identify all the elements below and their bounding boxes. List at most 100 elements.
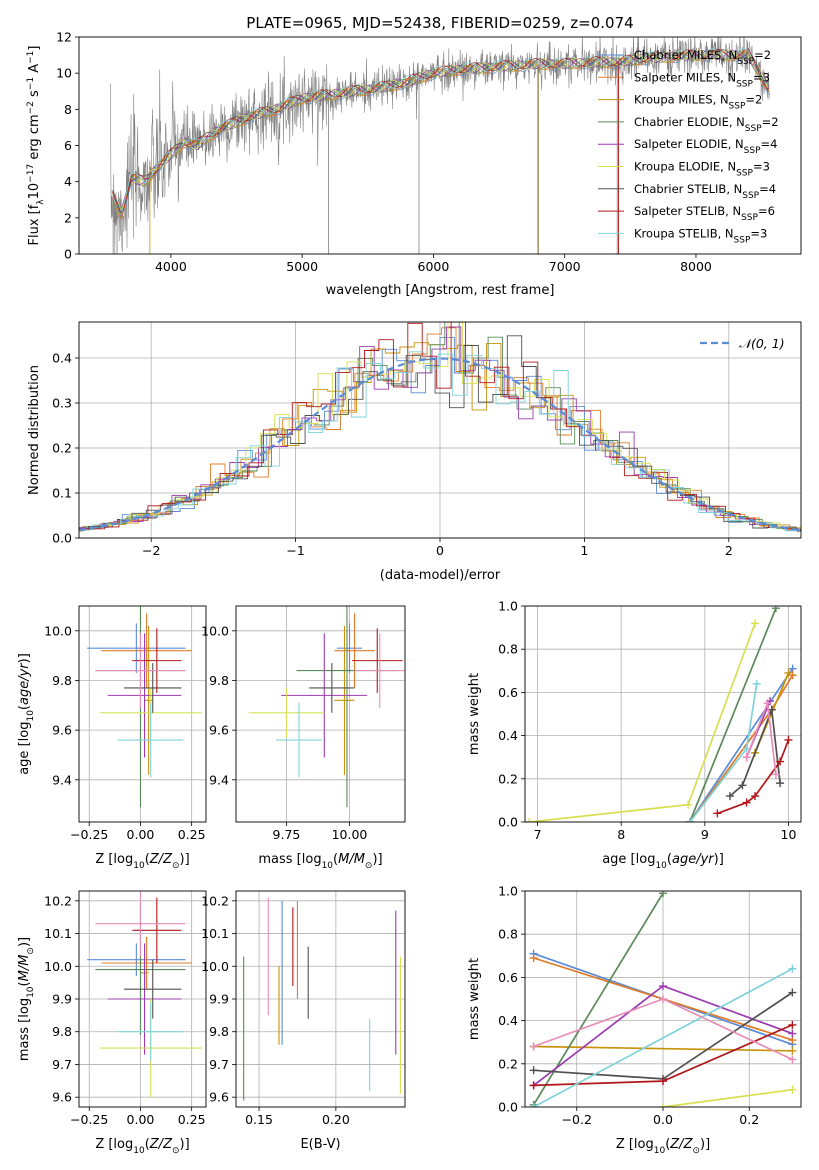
series-point-pink (742, 753, 751, 762)
y-axis-label: mass weight (467, 673, 482, 755)
series-point-pink (659, 995, 667, 1003)
label-part: )] (17, 653, 32, 663)
y-tick-label: 10.0 (44, 623, 72, 638)
age-vs-metallicity-chart: −0.25 0.00 0.259.49.69.810.0Z [log10(Z/Z⊙)… (17, 605, 207, 871)
label-part: )] (180, 1137, 190, 1152)
series-line-kroupa_miles (533, 1045, 793, 1052)
label-part: ⊙ (26, 947, 36, 955)
x-tick-label: −0.25 (70, 1112, 108, 1127)
plot-area (87, 606, 202, 808)
y-axis-label: mass [log10(M/M⊙)] (17, 937, 36, 1061)
label-part: Chabrier ELODIE, N (634, 115, 745, 129)
residual-histogram-chabrier_elodie (79, 322, 801, 532)
x-tick-label: 8 (617, 827, 625, 842)
label-part: erg cm (27, 114, 42, 163)
legend-entry: Kroupa ELODIE, NSSP=3 (634, 160, 770, 179)
label-part: age [log (17, 722, 32, 775)
y-tick-label: 9.8 (209, 1024, 229, 1039)
y-tick-label: 9.8 (52, 1024, 72, 1039)
label-part: ( (667, 852, 672, 867)
label-part: ( (17, 981, 32, 986)
label-part: =3 (753, 70, 770, 84)
y-tick-label: 0.4 (498, 728, 518, 743)
label-part: 10 (27, 183, 42, 200)
chart-title: PLATE=0965, MJD=52438, FIBERID=0259, z=0… (246, 14, 633, 32)
x-axis-label: Z [log10(Z/Z⊙)] (95, 852, 189, 871)
model-spectrum-kroupa_stelib (111, 48, 770, 216)
y-tick-label: 10.2 (44, 893, 72, 908)
x-axis-label: Z [log10(Z/Z⊙)] (95, 1137, 189, 1156)
y-tick-label: 10.1 (201, 926, 229, 941)
x-tick-label: 0.25 (178, 1112, 206, 1127)
label-part: mass [log (258, 852, 321, 867)
y-tick-label: 9.4 (52, 772, 72, 787)
label-part: Flux [f (27, 204, 42, 245)
residual-histogram-kroupa_stelib (79, 351, 801, 532)
x-tick-label: 0.2 (739, 1112, 759, 1127)
series-point-salpeter_miles (788, 671, 797, 680)
label-part: =3 (750, 226, 767, 240)
x-tick-label: 0.25 (178, 827, 206, 842)
label-part: ⊙ (692, 1146, 700, 1156)
label-part: ⊙ (365, 861, 373, 871)
y-axis-label: mass weight (467, 958, 482, 1040)
series-point-kroupa_miles (784, 668, 793, 677)
spectrum-chart: 4000 5000 6000 7000 8000 0 2 4 6 8 10 12 PLATE=0965,… (26, 14, 802, 298)
series-line-kroupa_stelib (533, 968, 793, 1107)
y-tick-label: 0.4 (52, 351, 72, 366)
label-part: Z [log (95, 1137, 133, 1152)
x-tick-label: 8000 (680, 259, 712, 274)
label-part: E(B-V) (300, 1137, 340, 1152)
label-part: Salpeter MILES, N (634, 70, 736, 84)
label-part: SSP (741, 213, 758, 223)
y-tick-label: 9.7 (209, 1057, 229, 1072)
label-part: SSP (729, 102, 746, 112)
series-point-salpeter_stelib (659, 1077, 667, 1086)
y-tick-label: 9.9 (209, 992, 229, 1007)
mass-vs-ebv-chart: 0.15 0.20 9.6 9.7 9.8 9.9 10.0 10.1 10.2 E(B-V) (201, 890, 406, 1152)
label-part: −1 (26, 51, 36, 64)
x-axis-label: age [log10(age/yr)] (602, 852, 724, 871)
label-part: Chabrier STELIB, N (634, 182, 742, 196)
label-part: Z [log (95, 852, 133, 867)
y-tick-label: 0.6 (498, 685, 518, 700)
y-tick-label: 0.3 (52, 396, 72, 411)
label-part: Z/Z (669, 1137, 693, 1152)
y-tick-label: 10.1 (44, 926, 72, 941)
label-part: s (27, 90, 42, 101)
series-point-kroupa_miles (788, 1046, 797, 1055)
series-line-chabrier_stelib (729, 709, 781, 797)
label-part: )] (700, 1137, 710, 1152)
x-tick-label: 6000 (418, 259, 450, 274)
label-part: −1 (26, 77, 36, 90)
series-point-salpeter_stelib (784, 735, 793, 744)
x-axis-label: E(B-V) (300, 1137, 340, 1152)
x-tick-label: 9.75 (273, 827, 301, 842)
label-part: M/M (338, 852, 365, 867)
x-tick-label: 10 (781, 827, 797, 842)
axes-frame (78, 890, 207, 1108)
label-part: −17 (26, 164, 36, 183)
y-tick-label: 0.0 (52, 531, 72, 546)
series-line-chabrier_miles (689, 668, 794, 822)
mass-vs-metallicity-chart: −0.25 0.00 0.25 9.6 9.7 9.8 9.9 10.0 10.1 10.2 Z [… (17, 890, 207, 1156)
label-part: age [log (602, 852, 655, 867)
y-tick-label: 0.0 (498, 1100, 518, 1115)
label-part: =2 (762, 115, 779, 129)
y-tick-label: 9.4 (209, 772, 229, 787)
plot-area (110, 37, 770, 254)
y-tick-label: 9.6 (209, 1090, 229, 1105)
axes-frame (78, 605, 207, 823)
label-part: SSP (744, 146, 761, 156)
series-point-kroupa_elodie (751, 619, 759, 628)
x-axis-label: (data-model)/error (380, 568, 501, 583)
x-tick-label: −1 (286, 543, 304, 558)
x-tick-label: 10.00 (332, 827, 368, 842)
y-tick-label: 0.8 (498, 927, 518, 942)
y-tick-label: 1.0 (498, 599, 518, 614)
x-tick-label: 0.0 (653, 1112, 673, 1127)
y-tick-label: 0.8 (498, 642, 518, 657)
x-tick-label: 9 (701, 827, 709, 842)
